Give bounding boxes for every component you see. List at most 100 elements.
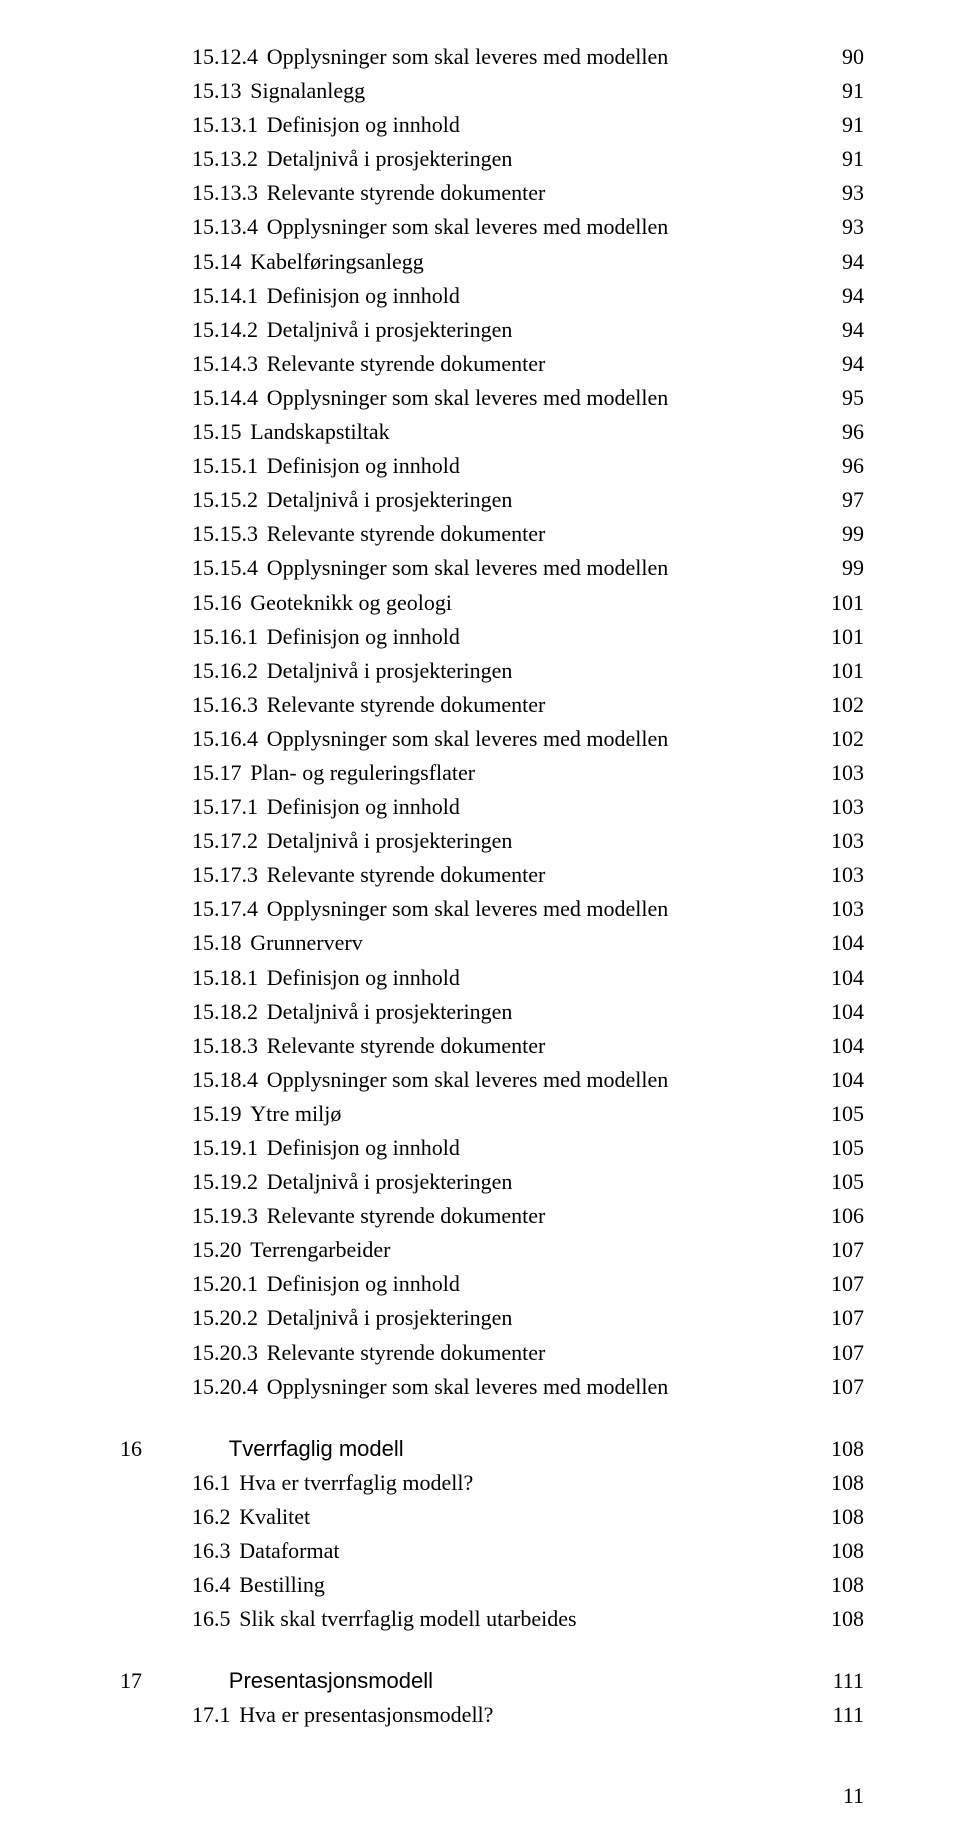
toc-entry: 15.16.1Definisjon og innhold101 [120, 620, 864, 654]
toc-entry-number: 15.20.4 [192, 1370, 258, 1404]
toc-entry-page: 111 [827, 1664, 864, 1698]
toc-entry-title: Opplysninger som skal leveres med modell… [258, 1370, 668, 1404]
toc-entry-page: 93 [836, 210, 864, 244]
toc-entry: 15.15.2Detaljnivå i prosjekteringen97 [120, 483, 864, 517]
toc-entry: 15.16.3Relevante styrende dokumenter 102 [120, 688, 864, 722]
toc-entry: 15.13.3Relevante styrende dokumenter93 [120, 176, 864, 210]
toc-entry-number: 15.15.2 [192, 483, 258, 517]
toc-entry-title: Opplysninger som skal leveres med modell… [258, 551, 668, 585]
toc-entry-page: 99 [836, 517, 864, 551]
toc-entry: 15.19.2Detaljnivå i prosjekteringen105 [120, 1165, 864, 1199]
toc-entry: 15.17.2Detaljnivå i prosjekteringen103 [120, 824, 864, 858]
toc-entry-page: 104 [825, 961, 864, 995]
toc-entry-number: 15.14.3 [192, 347, 258, 381]
toc-entry: 16.2Kvalitet108 [120, 1500, 864, 1534]
toc-entry-title: Relevante styrende dokumenter [258, 1029, 545, 1063]
toc-entry-title: Geoteknikk og geologi [242, 586, 452, 620]
toc-entry-number: 15.13 [192, 74, 242, 108]
toc-entry-number: 17.1 [192, 1698, 231, 1732]
toc-entry-title: Ytre miljø [242, 1097, 342, 1131]
toc-entry-title: Terrengarbeider [242, 1233, 391, 1267]
toc-entry: 17Presentasjonsmodell111 [120, 1664, 864, 1698]
toc-entry-page: 96 [836, 415, 864, 449]
toc-entry-page: 104 [825, 1029, 864, 1063]
toc-entry: 15.18.1Definisjon og innhold104 [120, 961, 864, 995]
toc-entry-page: 107 [825, 1370, 864, 1404]
toc-entry-page: 103 [825, 790, 864, 824]
toc-entry-number: 15.15 [192, 415, 242, 449]
toc-entry-number: 15.19.1 [192, 1131, 258, 1165]
toc-entry-number: 15.19.3 [192, 1199, 258, 1233]
toc-entry: 15.13.2Detaljnivå i prosjekteringen91 [120, 142, 864, 176]
toc-entry-page: 107 [825, 1233, 864, 1267]
toc-entry-page: 107 [825, 1336, 864, 1370]
toc-entry-number: 15.14.2 [192, 313, 258, 347]
toc-entry-number: 15.14.1 [192, 279, 258, 313]
toc-entry-page: 101 [825, 586, 864, 620]
toc-entry-page: 104 [825, 995, 864, 1029]
toc-entry-page: 105 [825, 1131, 864, 1165]
toc-entry-title: Definisjon og innhold [258, 449, 460, 483]
toc-entry: 16Tverrfaglig modell108 [120, 1432, 864, 1466]
toc-entry-number: 15.16.2 [192, 654, 258, 688]
toc-entry-number: 15.20 [192, 1233, 242, 1267]
toc-entry: 15.18.4Opplysninger som skal leveres med… [120, 1063, 864, 1097]
toc-entry-title: Definisjon og innhold [258, 1267, 460, 1301]
toc-entry-title: Detaljnivå i prosjekteringen [258, 995, 512, 1029]
toc-entry-page: 95 [836, 381, 864, 415]
toc-entry: 15.20Terrengarbeider 107 [120, 1233, 864, 1267]
toc-entry-page: 104 [825, 926, 864, 960]
toc-entry: 15.17.1Definisjon og innhold103 [120, 790, 864, 824]
toc-entry: 15.17.3Relevante styrende dokumenter103 [120, 858, 864, 892]
toc-entry-number: 15.13.4 [192, 210, 258, 244]
toc-entry-number: 16.1 [192, 1466, 231, 1500]
toc-entry-title: Hva er presentasjonsmodell? [231, 1698, 494, 1732]
toc-entry-number: 15.14.4 [192, 381, 258, 415]
toc-entry-title: Bestilling [231, 1568, 325, 1602]
toc-entry-page: 90 [836, 40, 864, 74]
toc-entry-number: 15.14 [192, 245, 242, 279]
toc-entry: 15.16Geoteknikk og geologi101 [120, 586, 864, 620]
toc-entry-number: 15.19.2 [192, 1165, 258, 1199]
toc-page: 15.12.4Opplysninger som skal leveres med… [0, 0, 960, 1837]
toc-entry-page: 104 [825, 1063, 864, 1097]
toc-entry-number: 16.3 [192, 1534, 231, 1568]
toc-entry-number: 16.2 [192, 1500, 231, 1534]
toc-entry-page: 94 [836, 279, 864, 313]
toc-entry-number: 15.15.1 [192, 449, 258, 483]
toc-entry-page: 103 [825, 824, 864, 858]
toc-list: 15.12.4Opplysninger som skal leveres med… [120, 40, 864, 1733]
toc-entry-page: 108 [825, 1534, 864, 1568]
toc-entry-page: 102 [825, 688, 864, 722]
toc-entry: 15.20.3Relevante styrende dokumenter107 [120, 1336, 864, 1370]
toc-entry-page: 107 [825, 1301, 864, 1335]
toc-entry-number: 15.13.2 [192, 142, 258, 176]
toc-entry-number: 15.17.1 [192, 790, 258, 824]
toc-entry-number: 15.16.3 [192, 688, 258, 722]
toc-entry: 15.16.2Detaljnivå i prosjekteringen101 [120, 654, 864, 688]
toc-entry: 15.12.4Opplysninger som skal leveres med… [120, 40, 864, 74]
toc-entry-number: 15.19 [192, 1097, 242, 1131]
toc-entry-page: 99 [836, 551, 864, 585]
toc-entry-title: Detaljnivå i prosjekteringen [258, 1301, 512, 1335]
toc-entry-page: 103 [825, 756, 864, 790]
toc-entry: 15.20.2Detaljnivå i prosjekteringen107 [120, 1301, 864, 1335]
toc-entry-page: 108 [825, 1568, 864, 1602]
toc-entry-title: Signalanlegg [242, 74, 366, 108]
toc-entry-page: 96 [836, 449, 864, 483]
toc-entry-title: Slik skal tverrfaglig modell utarbeides [231, 1602, 577, 1636]
toc-entry-title: Dataformat [231, 1534, 340, 1568]
toc-entry: 15.19.3Relevante styrende dokumenter106 [120, 1199, 864, 1233]
toc-entry-page: 103 [825, 858, 864, 892]
toc-entry-number: 17 [120, 1664, 220, 1698]
toc-entry-title: Opplysninger som skal leveres med modell… [258, 722, 668, 756]
toc-entry-number: 16.4 [192, 1568, 231, 1602]
toc-entry-number: 15.18.4 [192, 1063, 258, 1097]
toc-entry-title: Opplysninger som skal leveres med modell… [258, 1063, 668, 1097]
toc-entry: 15.15.4Opplysninger som skal leveres med… [120, 551, 864, 585]
toc-entry-title: Relevante styrende dokumenter [258, 688, 545, 722]
toc-entry-number: 15.13.1 [192, 108, 258, 142]
toc-entry-page: 94 [836, 347, 864, 381]
toc-entry-number: 15.17 [192, 756, 242, 790]
toc-entry: 15.19.1Definisjon og innhold105 [120, 1131, 864, 1165]
